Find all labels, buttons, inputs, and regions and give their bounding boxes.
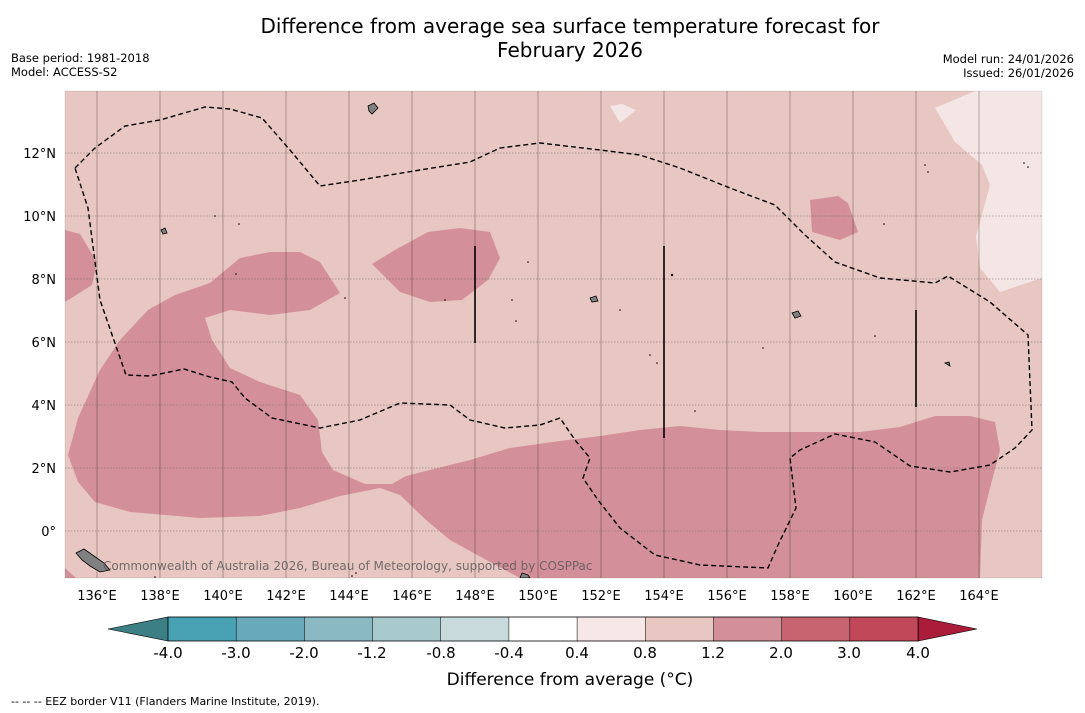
lat-label: 0° — [41, 525, 56, 540]
colorbar-tick: 4.0 — [906, 644, 930, 662]
lat-label: 12°N — [23, 147, 56, 162]
colorbar: -4.0 -3.0 -2.0 -1.2 -0.8 -0.4 0.4 0.8 1.… — [107, 616, 978, 662]
eez-boundary-lines — [474, 246, 917, 438]
colorbar-swatch — [645, 616, 715, 642]
colorbar-tick: -4.0 — [153, 644, 182, 662]
colorbar-swatch — [508, 616, 578, 642]
longitude-labels: 136°E 138°E 140°E 142°E 144°E 146°E 148°… — [77, 589, 999, 604]
map-title: Difference from average sea surface temp… — [230, 14, 910, 62]
colorbar-swatch — [576, 616, 646, 642]
island-small-3 — [943, 361, 951, 367]
lat-label: 10°N — [23, 210, 56, 225]
cool-anomaly-region — [935, 91, 1042, 292]
colorbar-tick: -2.0 — [289, 644, 318, 662]
lon-label: 138°E — [140, 589, 180, 604]
lon-label: 164°E — [959, 589, 999, 604]
latitude-labels: 12°N 10°N 8°N 6°N 4°N 2°N 0° — [23, 147, 56, 540]
lon-label: 136°E — [77, 589, 117, 604]
island-south — [519, 572, 531, 578]
lat-label: 2°N — [32, 462, 57, 477]
lat-label: 6°N — [32, 336, 57, 351]
meridian-gridlines — [96, 91, 980, 578]
colorbar-swatch — [167, 616, 237, 642]
colorbar-tick: 3.0 — [837, 644, 861, 662]
lon-label: 140°E — [203, 589, 243, 604]
colorbar-swatch — [849, 616, 919, 642]
lon-label: 154°E — [644, 589, 684, 604]
island-east — [791, 310, 802, 319]
warm-anomaly-southwest-corner — [65, 568, 76, 578]
islets — [154, 162, 1029, 578]
island-northwest — [367, 102, 379, 115]
base-period-text: Base period: 1981-2018 — [11, 51, 150, 65]
lon-label: 152°E — [581, 589, 621, 604]
colorbar-swatch — [304, 616, 374, 642]
colorbar-extend-high — [917, 616, 978, 642]
colorbar-extend-low — [107, 616, 169, 642]
lon-label: 148°E — [455, 589, 495, 604]
colorbar-swatch — [372, 616, 442, 642]
issued-text: Issued: 26/01/2026 — [963, 66, 1074, 80]
island-small-2 — [589, 295, 599, 303]
colorbar-swatch — [440, 616, 510, 642]
colorbar-swatch — [713, 616, 783, 642]
model-name-text: Model: ACCESS-S2 — [11, 65, 118, 79]
map-area: Commonwealth of Australia 2026, Bureau o… — [65, 91, 1042, 578]
lat-label: 8°N — [32, 273, 57, 288]
islands — [75, 102, 951, 578]
colorbar-tick: -0.8 — [426, 644, 455, 662]
colorbar-label: Difference from average (°C) — [446, 670, 694, 690]
island-small-1 — [160, 227, 168, 235]
title-line-1: Difference from average sea surface temp… — [260, 14, 880, 38]
run-info: Model run: 24/01/2026 Issued: 26/01/2026 — [943, 52, 1074, 80]
colorbar-swatch — [781, 616, 851, 642]
colorbar-frame — [167, 616, 919, 642]
colorbar-tick: -1.2 — [357, 644, 386, 662]
colorbar-tick: -0.4 — [494, 644, 523, 662]
colorbar-tick: 1.2 — [701, 644, 725, 662]
warm-anomaly-west-central — [68, 252, 1000, 578]
model-run-text: Model run: 24/01/2026 — [942, 52, 1074, 66]
colorbar-swatch — [235, 616, 305, 642]
lat-label: 4°N — [32, 399, 57, 414]
parallel-gridlines — [65, 152, 1042, 532]
lon-label: 142°E — [266, 589, 306, 604]
warm-anomaly-west-edge — [65, 230, 97, 302]
colorbar-tick: 0.4 — [565, 644, 589, 662]
lon-label: 156°E — [707, 589, 747, 604]
cool-anomaly-patch — [610, 104, 636, 123]
warm-anomaly-central-north — [372, 228, 500, 302]
island-southwest — [75, 548, 111, 573]
lon-label: 150°E — [518, 589, 558, 604]
lon-label: 162°E — [896, 589, 936, 604]
lon-label: 144°E — [329, 589, 369, 604]
warm-anomaly-east-small — [810, 196, 858, 240]
lon-label: 160°E — [833, 589, 873, 604]
lon-label: 146°E — [392, 589, 432, 604]
lon-label: 158°E — [770, 589, 810, 604]
eez-footnote: -- -- -- EEZ border V11 (Flanders Marine… — [11, 695, 320, 708]
colorbar-ticks: -4.0 -3.0 -2.0 -1.2 -0.8 -0.4 0.4 0.8 1.… — [153, 644, 930, 662]
model-info: Base period: 1981-2018 Model: ACCESS-S2 — [11, 51, 150, 79]
eez-border-dashed — [74, 106, 1033, 569]
colorbar-tick: 2.0 — [769, 644, 793, 662]
colorbar-swatches — [167, 616, 919, 642]
title-line-2: February 2026 — [497, 38, 643, 62]
colorbar-tick: 0.8 — [633, 644, 657, 662]
colorbar-tick: -3.0 — [221, 644, 250, 662]
map-credit: Commonwealth of Australia 2026, Bureau o… — [103, 559, 593, 573]
map-frame — [64, 90, 1043, 579]
